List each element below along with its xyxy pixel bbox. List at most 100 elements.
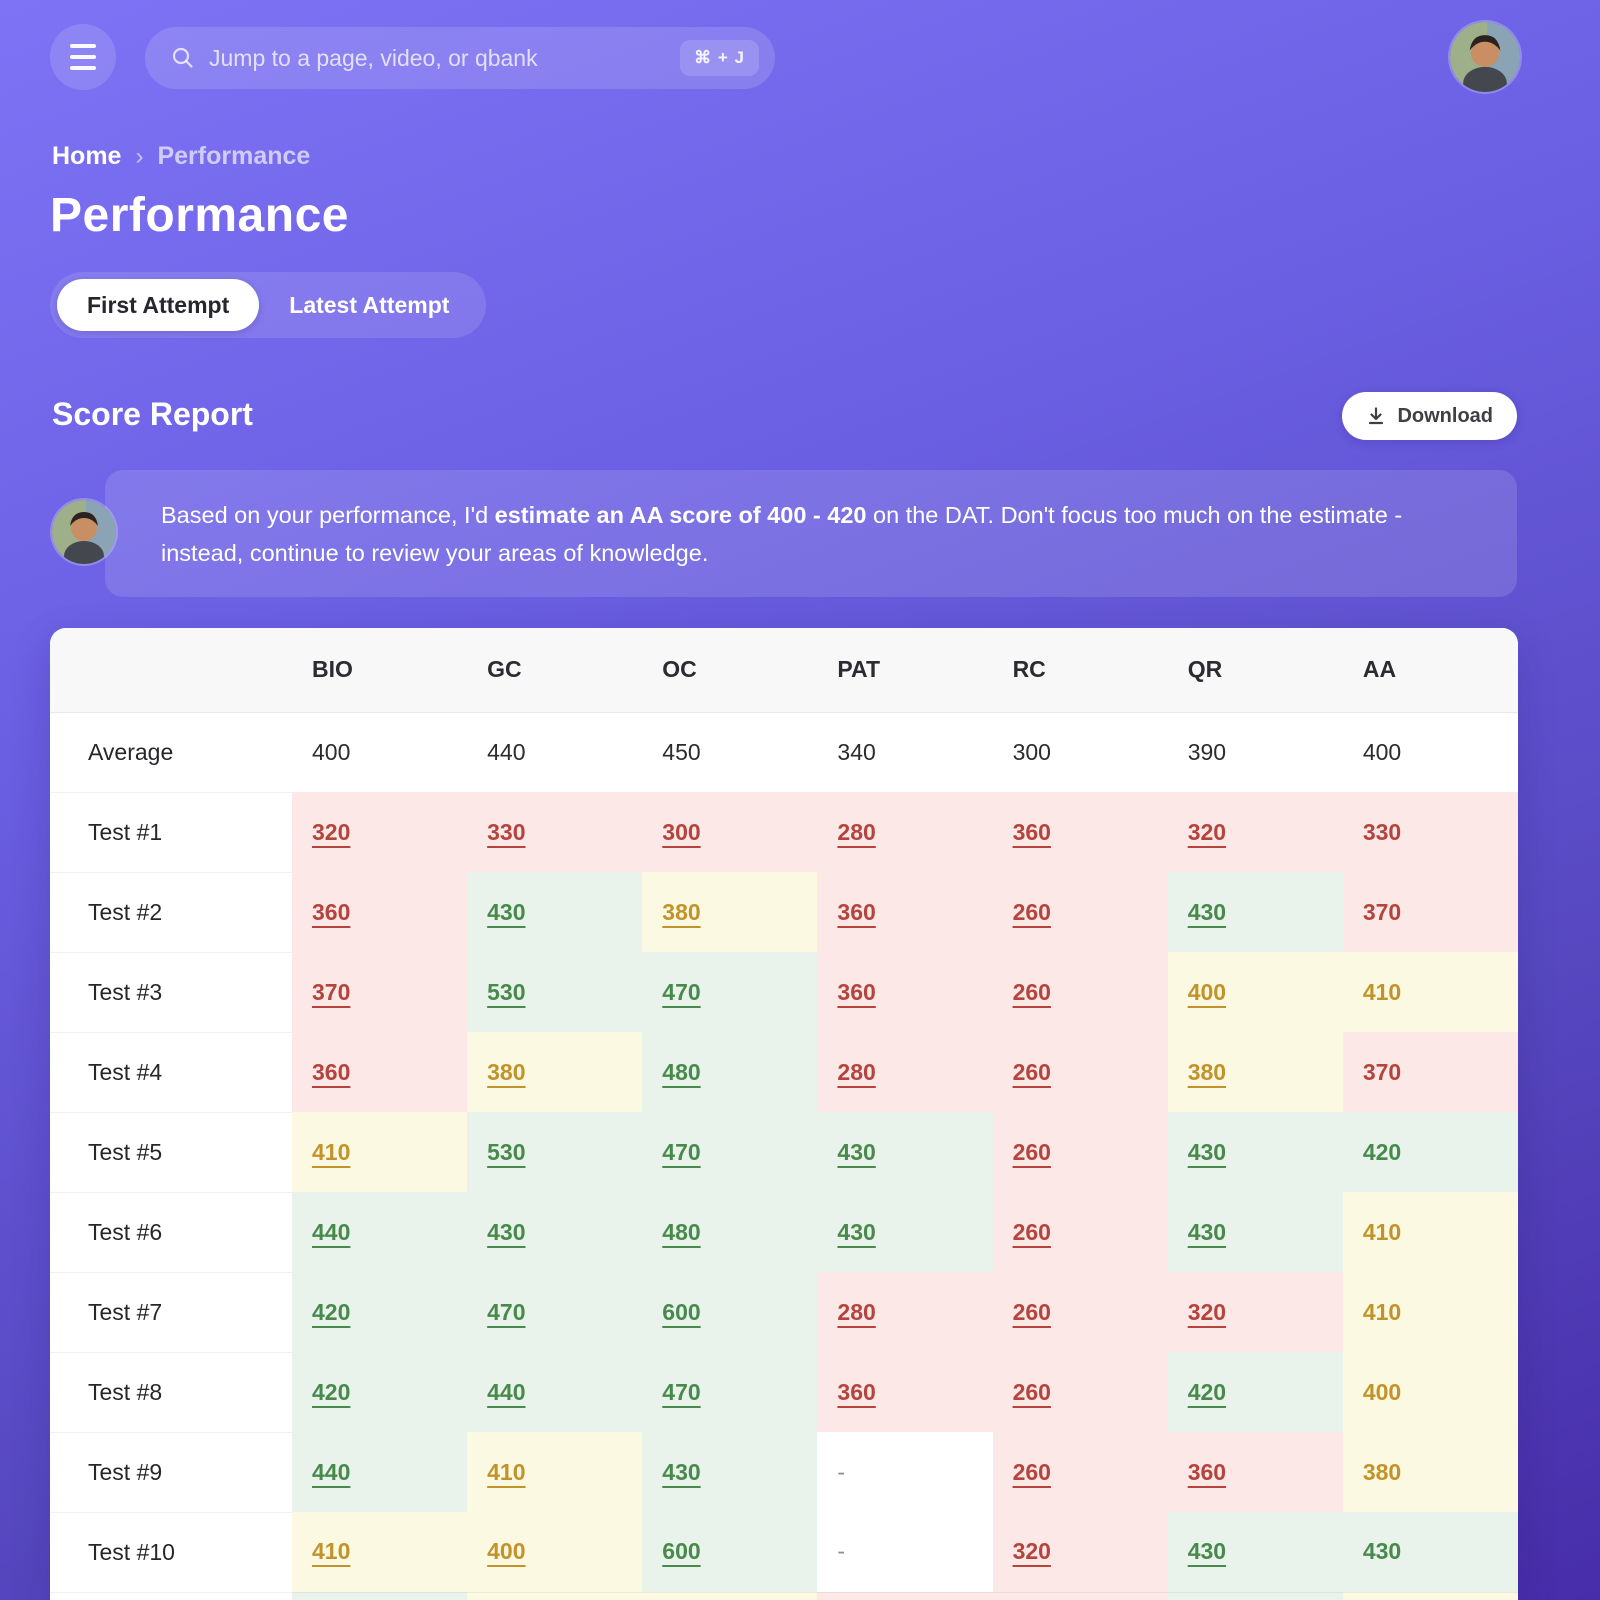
score-value-link[interactable]: 470 <box>487 1298 526 1325</box>
score-cell[interactable]: 600 <box>642 1512 818 1592</box>
score-value-link[interactable]: 430 <box>1187 1138 1227 1165</box>
score-cell[interactable]: 320 <box>992 1512 1168 1592</box>
score-cell[interactable]: 260 <box>992 1192 1168 1272</box>
breadcrumb-home-link[interactable]: Home <box>52 142 122 170</box>
score-value-link[interactable]: 440 <box>312 1458 351 1485</box>
score-value-link[interactable]: 430 <box>1187 1218 1227 1245</box>
score-value-link[interactable]: 260 <box>1012 1378 1051 1405</box>
score-cell[interactable]: 260 <box>992 952 1168 1032</box>
score-cell[interactable]: 430 <box>1167 1192 1343 1272</box>
score-cell[interactable]: 320 <box>292 792 468 872</box>
score-value-link[interactable]: 260 <box>1012 1138 1051 1165</box>
score-cell[interactable]: 600 <box>642 1272 818 1352</box>
score-cell[interactable]: 400 <box>467 1512 643 1592</box>
score-cell[interactable]: 300 <box>642 792 818 872</box>
score-value-link[interactable]: 600 <box>662 1298 701 1325</box>
score-value-link[interactable]: 470 <box>662 978 701 1005</box>
score-cell[interactable]: 470 <box>642 1352 818 1432</box>
score-value-link[interactable]: 280 <box>837 818 876 845</box>
score-value-link[interactable]: 430 <box>1187 898 1227 925</box>
score-value-link[interactable]: 480 <box>662 1058 701 1085</box>
menu-button[interactable] <box>50 24 116 90</box>
score-cell[interactable]: 430 <box>1167 872 1343 952</box>
score-value-link[interactable]: 430 <box>487 1218 526 1245</box>
score-value-link[interactable]: 260 <box>1012 978 1051 1005</box>
score-value-link[interactable]: 320 <box>312 818 351 845</box>
score-value-link[interactable]: 330 <box>487 818 526 845</box>
score-value-link[interactable]: 440 <box>312 1218 351 1245</box>
score-cell[interactable]: 530 <box>467 952 643 1032</box>
score-value-link[interactable]: 530 <box>487 1138 526 1165</box>
score-cell[interactable]: 420 <box>292 1272 468 1352</box>
score-value-link[interactable]: 260 <box>1012 1458 1051 1485</box>
score-cell[interactable]: 430 <box>817 1112 993 1192</box>
score-value-link[interactable]: 410 <box>312 1538 351 1565</box>
score-value-link[interactable]: 300 <box>662 818 701 845</box>
score-cell[interactable]: 400 <box>1167 952 1343 1032</box>
download-button[interactable]: Download <box>1342 392 1517 440</box>
score-cell[interactable]: 260 <box>992 1112 1168 1192</box>
score-cell[interactable]: 320 <box>1167 792 1343 872</box>
score-cell[interactable]: 530 <box>467 1112 643 1192</box>
score-value-link[interactable]: 360 <box>1187 1458 1227 1485</box>
score-cell[interactable]: 380 <box>467 1032 643 1112</box>
score-value-link[interactable]: 420 <box>312 1378 351 1405</box>
tab-latest-attempt[interactable]: Latest Attempt <box>259 279 479 331</box>
score-value-link[interactable]: 440 <box>487 1378 526 1405</box>
score-value-link[interactable]: 380 <box>1187 1058 1227 1085</box>
score-cell[interactable]: 280 <box>817 792 993 872</box>
score-value-link[interactable]: 320 <box>1187 1298 1227 1325</box>
score-cell[interactable]: 260 <box>992 1272 1168 1352</box>
score-value-link[interactable]: 360 <box>312 898 351 925</box>
score-value-link[interactable]: 260 <box>1012 1298 1051 1325</box>
score-value-link[interactable]: 360 <box>312 1058 351 1085</box>
score-cell[interactable]: 440 <box>467 1352 643 1432</box>
score-value-link[interactable]: 430 <box>487 898 526 925</box>
score-cell[interactable]: 360 <box>817 872 993 952</box>
score-value-link[interactable]: 380 <box>662 898 701 925</box>
score-cell[interactable]: 320 <box>1167 1272 1343 1352</box>
score-value-link[interactable]: 410 <box>487 1458 526 1485</box>
score-value-link[interactable]: 420 <box>1187 1378 1227 1405</box>
search-bar[interactable]: ⌘ + J <box>145 27 775 89</box>
score-cell[interactable]: 280 <box>817 1272 993 1352</box>
score-cell[interactable]: 280 <box>817 1032 993 1112</box>
score-cell[interactable]: 410 <box>292 1512 468 1592</box>
score-value-link[interactable]: 320 <box>1012 1538 1051 1565</box>
score-cell[interactable]: 470 <box>642 952 818 1032</box>
score-value-link[interactable]: 530 <box>487 978 526 1005</box>
score-value-link[interactable]: 430 <box>1187 1538 1227 1565</box>
score-cell[interactable]: 420 <box>1167 1352 1343 1432</box>
score-cell[interactable]: 430 <box>1167 1512 1343 1592</box>
score-cell[interactable]: 430 <box>467 872 643 952</box>
score-value-link[interactable]: 280 <box>837 1058 876 1085</box>
score-cell[interactable]: 360 <box>292 1032 468 1112</box>
score-cell[interactable]: 430 <box>817 1192 993 1272</box>
score-value-link[interactable]: 430 <box>837 1138 876 1165</box>
score-cell[interactable]: 260 <box>992 1032 1168 1112</box>
score-cell[interactable]: 410 <box>292 1112 468 1192</box>
score-value-link[interactable]: 260 <box>1012 1218 1051 1245</box>
score-cell[interactable]: 470 <box>467 1272 643 1352</box>
score-value-link[interactable]: 280 <box>837 1298 876 1325</box>
score-cell[interactable]: 370 <box>292 952 468 1032</box>
score-cell[interactable]: 360 <box>292 872 468 952</box>
score-cell[interactable]: 410 <box>467 1432 643 1512</box>
score-value-link[interactable]: 400 <box>1187 978 1227 1005</box>
score-cell[interactable]: 420 <box>292 1352 468 1432</box>
score-value-link[interactable]: 360 <box>837 978 876 1005</box>
score-value-link[interactable]: 470 <box>662 1138 701 1165</box>
score-value-link[interactable]: 430 <box>837 1218 876 1245</box>
score-value-link[interactable]: 360 <box>1012 818 1051 845</box>
score-value-link[interactable]: 410 <box>312 1138 351 1165</box>
score-cell[interactable]: 360 <box>992 792 1168 872</box>
score-cell[interactable]: 260 <box>992 1432 1168 1512</box>
score-cell[interactable]: 330 <box>467 792 643 872</box>
score-value-link[interactable]: 360 <box>837 1378 876 1405</box>
score-cell[interactable]: 260 <box>992 872 1168 952</box>
score-cell[interactable]: 380 <box>1167 1032 1343 1112</box>
score-value-link[interactable]: 470 <box>662 1378 701 1405</box>
score-cell[interactable]: 440 <box>292 1192 468 1272</box>
score-value-link[interactable]: 320 <box>1187 818 1227 845</box>
score-cell[interactable]: 430 <box>642 1432 818 1512</box>
